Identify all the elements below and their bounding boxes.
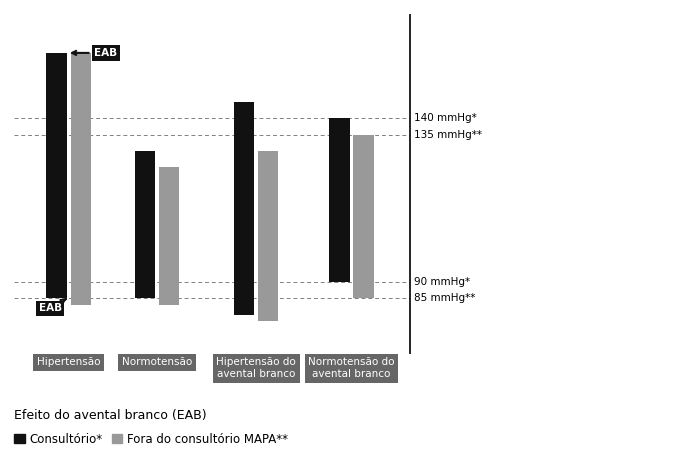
Bar	[71, 53, 91, 305]
Bar	[158, 168, 179, 305]
Bar	[258, 151, 279, 321]
Text: Efeito do avental branco (EAB): Efeito do avental branco (EAB)	[14, 409, 206, 422]
Legend: Consultório*, Fora do consultório MAPA**: Consultório*, Fora do consultório MAPA**	[9, 428, 293, 450]
Bar	[47, 53, 67, 298]
Bar	[234, 102, 255, 315]
Text: 90 mmHg*: 90 mmHg*	[414, 277, 470, 287]
Text: EAB: EAB	[72, 48, 117, 58]
Text: Hipertensão do
avental branco: Hipertensão do avental branco	[216, 357, 296, 379]
Text: 135 mmHg**: 135 mmHg**	[414, 130, 482, 140]
Bar	[329, 118, 350, 282]
Text: 140 mmHg*: 140 mmHg*	[414, 114, 477, 123]
Text: Normotensão do
avental branco: Normotensão do avental branco	[308, 357, 394, 379]
Text: Hipertensão: Hipertensão	[37, 357, 101, 367]
Text: 85 mmHg**: 85 mmHg**	[414, 293, 475, 303]
Bar	[134, 151, 155, 298]
Text: EAB: EAB	[38, 299, 66, 313]
Bar	[353, 135, 374, 298]
Text: Normotensão: Normotensão	[122, 357, 192, 367]
